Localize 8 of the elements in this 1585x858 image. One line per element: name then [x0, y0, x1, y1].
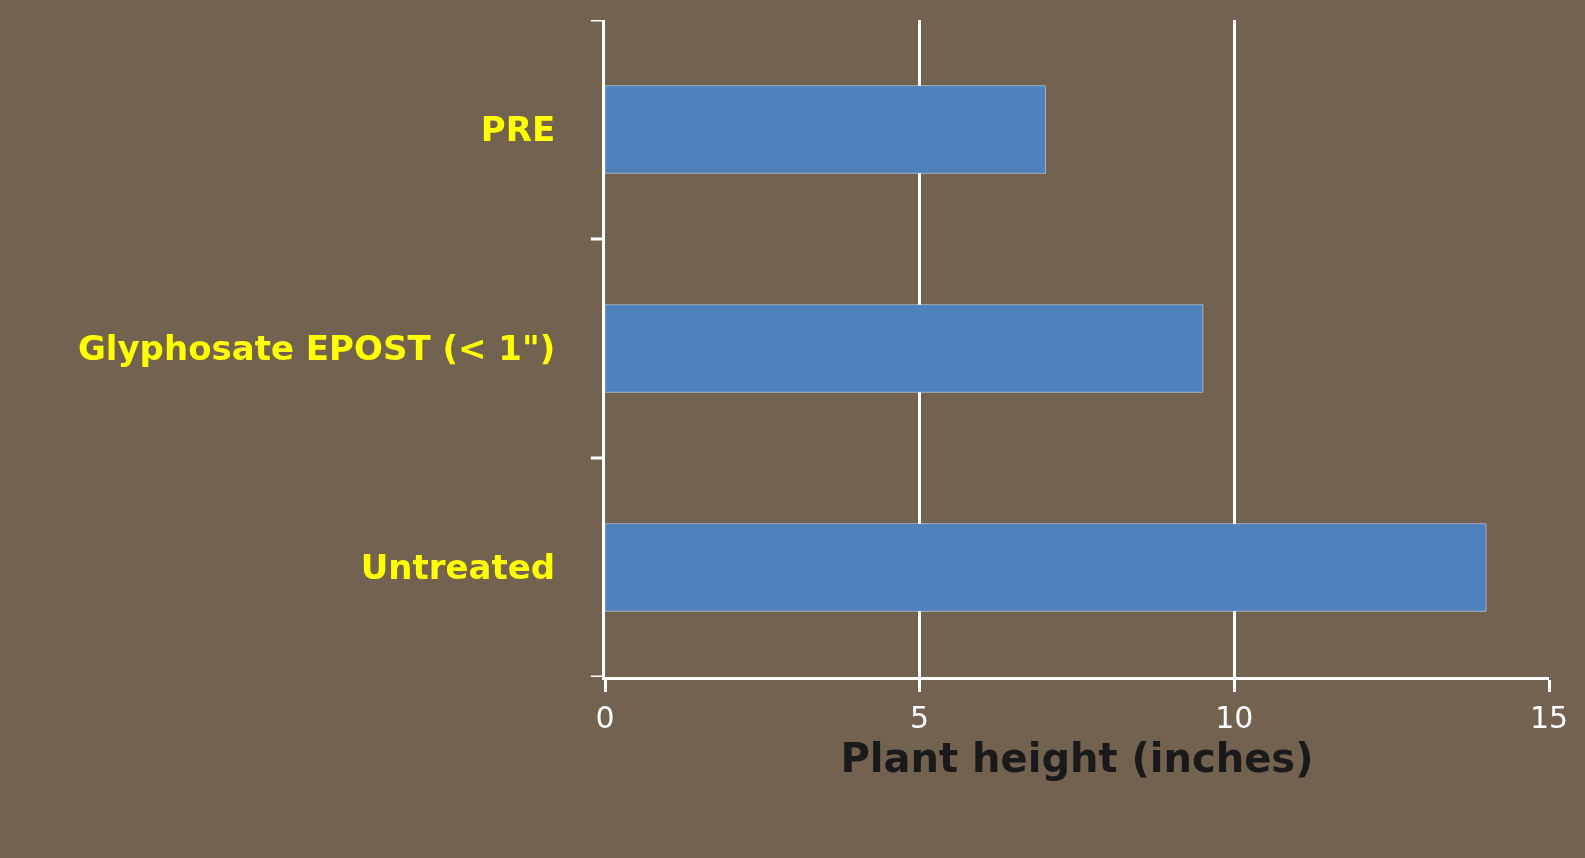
x-tick-label: 0: [595, 700, 615, 735]
x-axis-title: Plant height (inches): [840, 735, 1314, 781]
y-tick-label: Glyphosate EPOST (< 1"): [77, 328, 556, 369]
x-tick-label: 15: [1529, 700, 1569, 735]
y-tick-label: Untreated: [360, 547, 556, 588]
y-tick-label: PRE: [480, 109, 556, 150]
x-tick-label: 10: [1215, 700, 1254, 735]
x-tick-label: 5: [910, 700, 930, 735]
